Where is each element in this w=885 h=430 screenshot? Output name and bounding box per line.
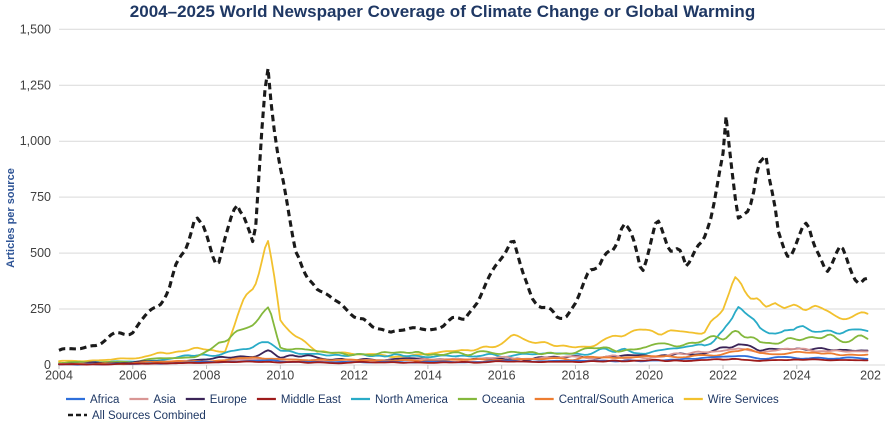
svg-text:2014: 2014 [414, 369, 442, 383]
svg-text:2016: 2016 [488, 369, 516, 383]
svg-text:Africa: Africa [90, 394, 120, 406]
svg-text:2012: 2012 [340, 369, 368, 383]
svg-text:Asia: Asia [153, 394, 176, 406]
svg-text:Middle East: Middle East [281, 394, 342, 406]
svg-text:Oceania: Oceania [482, 394, 525, 406]
svg-text:1,500: 1,500 [20, 22, 51, 36]
svg-text:250: 250 [30, 302, 51, 316]
svg-text:202: 202 [860, 369, 881, 383]
svg-text:2010: 2010 [266, 369, 294, 383]
svg-text:All Sources Combined: All Sources Combined [92, 410, 206, 422]
svg-text:2020: 2020 [635, 369, 663, 383]
svg-text:500: 500 [30, 246, 51, 260]
svg-text:2006: 2006 [119, 369, 147, 383]
svg-text:Central/South America: Central/South America [559, 394, 675, 406]
svg-text:North America: North America [375, 394, 448, 406]
svg-text:2024: 2024 [783, 369, 811, 383]
svg-text:750: 750 [30, 190, 51, 204]
svg-text:2008: 2008 [193, 369, 221, 383]
svg-text:2004: 2004 [45, 369, 73, 383]
svg-text:Wire Services: Wire Services [708, 394, 779, 406]
svg-text:2022: 2022 [709, 369, 737, 383]
svg-text:1,250: 1,250 [20, 78, 51, 92]
svg-text:2018: 2018 [562, 369, 590, 383]
svg-text:Europe: Europe [210, 394, 247, 406]
